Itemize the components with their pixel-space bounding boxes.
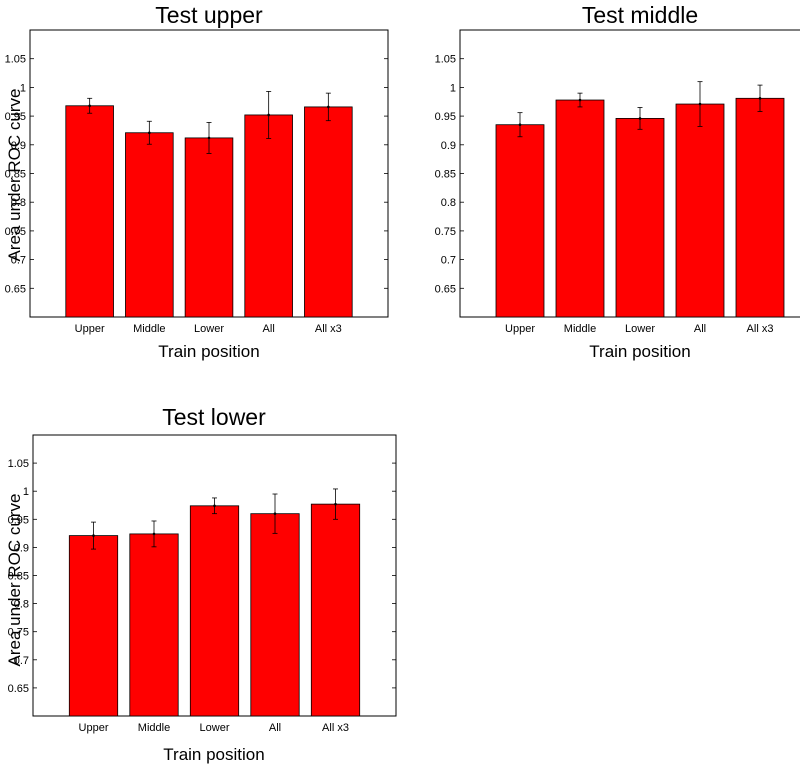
chart-test-lower: Test lower Area under ROC curve Train po…: [5, 404, 397, 764]
mean-marker: [518, 123, 522, 127]
x-tick-label: All x3: [747, 323, 774, 335]
y-tick-label: 0.7: [11, 255, 26, 267]
x-tick-label: All x3: [315, 323, 342, 335]
x-axis-label: Train position: [163, 745, 264, 764]
chart-title: Test upper: [155, 2, 263, 28]
bar-upper: [65, 105, 114, 318]
mean-marker: [578, 98, 582, 102]
x-tick-label: Lower: [625, 323, 655, 335]
mean-marker: [213, 504, 216, 508]
bar-middle: [129, 533, 179, 717]
y-tick-label: 1: [20, 82, 26, 94]
x-tick-label: Upper: [505, 323, 535, 335]
x-tick-label: All x3: [322, 722, 349, 734]
plot-area: 0.65 0.7 0.75 0.8 0.85 0.9 0.95 1 1.05 Upper Middl…: [5, 29, 389, 335]
x-tick-label: Lower: [194, 323, 224, 335]
bar-lower: [189, 505, 240, 717]
chart-title: Test lower: [162, 404, 266, 430]
y-tick-label: 0.85: [435, 169, 456, 181]
y-tick-label: 0.8: [14, 599, 29, 611]
bar-all-x3: [304, 106, 353, 318]
x-tick-label: Upper: [75, 323, 105, 335]
mean-marker: [92, 534, 95, 537]
y-tick-label: 0.65: [5, 283, 26, 295]
x-tick-label: Middle: [564, 323, 596, 335]
bar-upper: [68, 535, 119, 717]
mean-marker: [327, 105, 330, 109]
y-tick-label: 0.75: [5, 226, 26, 238]
chart-title: Test middle: [582, 2, 698, 28]
y-tick-label: 0.95: [8, 514, 29, 526]
y-tick-label: 1: [450, 82, 456, 94]
y-tick-label: 0.8: [11, 197, 26, 209]
x-axis-label: Train position: [589, 342, 690, 361]
x-axis-label: Train position: [158, 342, 259, 361]
x-tick-label: All: [269, 722, 281, 734]
mean-marker: [273, 512, 277, 515]
mean-marker: [638, 117, 642, 120]
mean-marker: [267, 113, 270, 117]
y-tick-label: 0.7: [441, 255, 456, 267]
bar-all: [675, 103, 725, 318]
x-tick-label: Middle: [133, 323, 165, 335]
x-tick-label: All: [263, 323, 275, 335]
mean-marker: [88, 104, 91, 108]
y-axis-label: Area under ROC curve: [5, 494, 24, 667]
y-tick-label: 1: [23, 486, 29, 498]
chart-test-upper: Test upper Area under ROC curve Train po…: [5, 2, 389, 361]
y-axis-label: Area under ROC curve: [5, 89, 24, 262]
y-tick-label: 0.75: [435, 226, 456, 238]
bar-upper: [495, 124, 545, 318]
chart-test-middle: Test middle Train position 0.650.70.750.…: [435, 2, 800, 361]
y-tick-label: 0.65: [8, 683, 29, 695]
plot-area: 0.65 0.7 0.75 0.8 0.85 0.9 0.95 1 1.05 Upper Middl…: [435, 29, 800, 335]
y-tick-label: 0.75: [8, 627, 29, 639]
bar-lower: [615, 117, 665, 318]
y-tick-label: 0.9: [441, 140, 456, 152]
y-tick-label: 0.95: [435, 111, 456, 123]
y-tick-label: 0.9: [11, 140, 26, 152]
y-tick-label: 0.7: [14, 655, 29, 667]
x-tick-label: All: [694, 323, 706, 335]
bar-lower: [184, 137, 234, 318]
bar-middle: [125, 132, 174, 318]
x-tick-label: Middle: [138, 722, 170, 734]
bar-all: [250, 513, 300, 717]
bar-all-x3: [310, 503, 361, 717]
y-tick-label: 0.95: [5, 111, 26, 123]
y-tick-label: 1.05: [8, 458, 29, 470]
mean-marker: [148, 131, 151, 135]
x-tick-label: Lower: [200, 722, 230, 734]
y-tick-label: 0.85: [5, 169, 26, 181]
y-tick-label: 1.05: [435, 54, 456, 66]
bar-all: [244, 114, 293, 318]
mean-marker: [207, 136, 211, 140]
y-tick-label: 0.9: [14, 542, 29, 554]
bar-all-x3: [735, 97, 785, 318]
y-tick-label: 0.8: [441, 197, 456, 209]
y-tick-label: 0.85: [8, 571, 29, 583]
y-tick-label: 0.65: [435, 283, 456, 295]
y-tick-label: 1.05: [5, 54, 26, 66]
plot-area: 0.65 0.7 0.75 0.8 0.85 0.9 0.95 1 1.05 Upper Middl…: [8, 434, 397, 734]
mean-marker: [334, 502, 337, 506]
x-tick-label: Upper: [79, 722, 109, 734]
mean-marker: [152, 532, 156, 536]
mean-marker: [758, 97, 762, 100]
mean-marker: [698, 102, 702, 106]
bar-middle: [555, 99, 605, 318]
